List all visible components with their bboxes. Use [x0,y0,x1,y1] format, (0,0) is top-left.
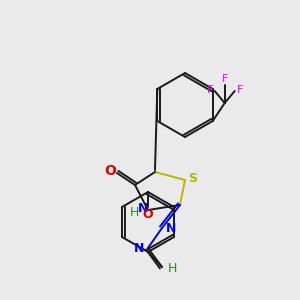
Text: S: S [188,172,197,184]
Text: H: H [129,206,139,218]
Text: F: F [221,74,228,84]
Text: O: O [143,208,153,221]
Text: N: N [134,242,144,254]
Text: F: F [236,85,243,95]
Text: F: F [206,85,213,95]
Text: O: O [104,164,116,178]
Text: N: N [166,221,176,235]
Text: H: H [167,262,177,275]
Text: N: N [138,202,148,214]
